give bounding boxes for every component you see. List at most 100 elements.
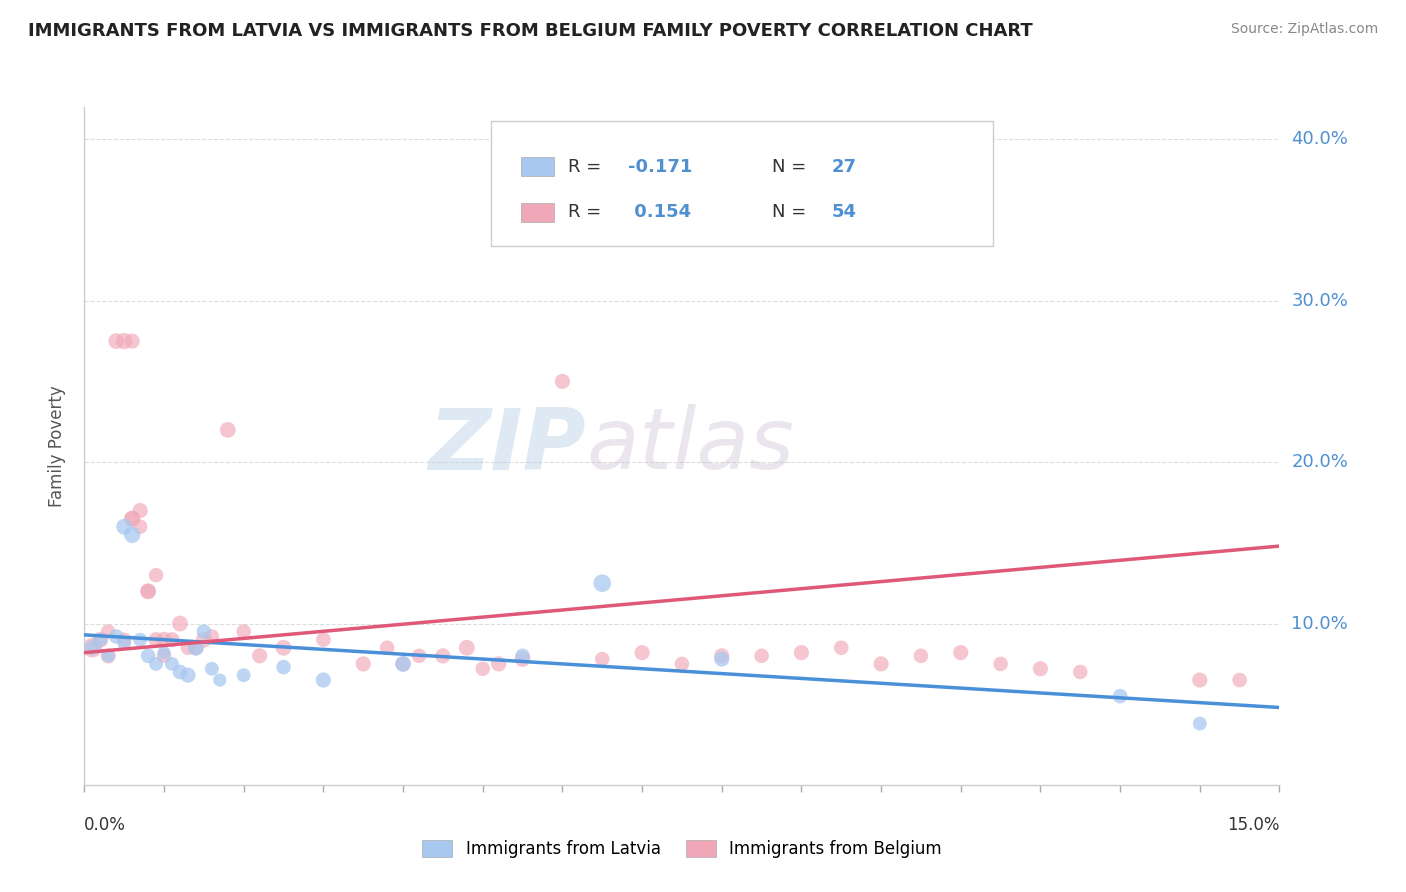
Point (184, 640, 207, 655)
Point (432, 648, 454, 663)
Point (184, 640, 207, 655)
Point (471, 662, 494, 676)
Point (121, 334, 143, 348)
Point (201, 630, 224, 644)
Text: R =: R = (568, 203, 607, 221)
Point (1069, 665, 1091, 679)
Point (512, 652, 534, 666)
Point (949, 646, 972, 660)
Point (105, 334, 128, 348)
Point (82, 640, 104, 655)
Point (375, 640, 398, 655)
Point (129, 519, 152, 533)
Point (89, 632, 111, 647)
Point (312, 673, 335, 687)
Point (1029, 662, 1052, 676)
Point (456, 640, 478, 655)
Point (97, 648, 120, 663)
Point (201, 662, 224, 676)
Point (1109, 689, 1132, 703)
Point (82, 640, 104, 655)
Point (512, 648, 534, 663)
Point (97, 624, 120, 639)
Text: R =: R = (568, 158, 607, 176)
Point (160, 657, 183, 671)
Point (392, 657, 415, 671)
Point (97, 648, 120, 663)
Point (232, 668, 254, 682)
Point (392, 657, 415, 671)
Point (671, 657, 693, 671)
Point (129, 632, 152, 647)
Bar (520, 157, 554, 177)
Point (112, 519, 135, 533)
Point (145, 657, 167, 671)
Point (1229, 673, 1251, 687)
Point (136, 648, 159, 663)
Text: 54: 54 (831, 203, 856, 221)
Point (145, 568, 167, 582)
Point (193, 632, 215, 647)
Text: ZIP: ZIP (429, 404, 586, 488)
Point (160, 632, 183, 647)
Point (790, 646, 813, 660)
Point (870, 657, 893, 671)
Text: 20.0%: 20.0% (1291, 453, 1348, 471)
Point (208, 673, 231, 687)
Point (177, 668, 200, 682)
Point (217, 423, 239, 437)
Point (145, 632, 167, 647)
Point (352, 657, 374, 671)
Point (408, 648, 430, 663)
Point (112, 334, 135, 348)
Point (910, 648, 932, 663)
Point (249, 648, 271, 663)
Point (488, 657, 510, 671)
Point (551, 375, 574, 389)
Text: 0.0%: 0.0% (84, 816, 127, 834)
Point (193, 624, 215, 639)
Legend: Immigrants from Latvia, Immigrants from Belgium: Immigrants from Latvia, Immigrants from … (416, 833, 948, 864)
Text: N =: N = (772, 158, 811, 176)
Text: 10.0%: 10.0% (1291, 615, 1348, 632)
Point (121, 528, 143, 542)
Point (121, 511, 143, 525)
Point (136, 584, 159, 599)
Point (112, 632, 135, 647)
Text: -0.171: -0.171 (628, 158, 693, 176)
Point (830, 640, 852, 655)
Text: 0.154: 0.154 (628, 203, 692, 221)
Point (273, 640, 295, 655)
Bar (520, 202, 554, 221)
Y-axis label: Family Poverty: Family Poverty (48, 385, 66, 507)
Text: IMMIGRANTS FROM LATVIA VS IMMIGRANTS FROM BELGIUM FAMILY POVERTY CORRELATION CHA: IMMIGRANTS FROM LATVIA VS IMMIGRANTS FRO… (28, 22, 1033, 40)
Text: atlas: atlas (586, 404, 794, 488)
Point (273, 660, 295, 674)
Text: 40.0%: 40.0% (1291, 130, 1348, 148)
Point (105, 630, 128, 644)
Point (591, 576, 613, 591)
Point (631, 646, 654, 660)
Point (129, 503, 152, 517)
Point (112, 636, 135, 650)
Point (1188, 716, 1211, 731)
Point (121, 511, 143, 525)
Point (710, 652, 733, 666)
Point (312, 632, 335, 647)
Text: 15.0%: 15.0% (1227, 816, 1279, 834)
FancyBboxPatch shape (491, 120, 993, 246)
Point (232, 624, 254, 639)
Point (591, 652, 613, 666)
Point (990, 657, 1012, 671)
Text: Source: ZipAtlas.com: Source: ZipAtlas.com (1230, 22, 1378, 37)
Point (177, 640, 200, 655)
Point (136, 584, 159, 599)
Point (751, 648, 773, 663)
Text: N =: N = (772, 203, 811, 221)
Text: 27: 27 (831, 158, 856, 176)
Point (89, 632, 111, 647)
Point (153, 648, 176, 663)
Point (1188, 673, 1211, 687)
Point (153, 632, 176, 647)
Point (169, 616, 191, 631)
